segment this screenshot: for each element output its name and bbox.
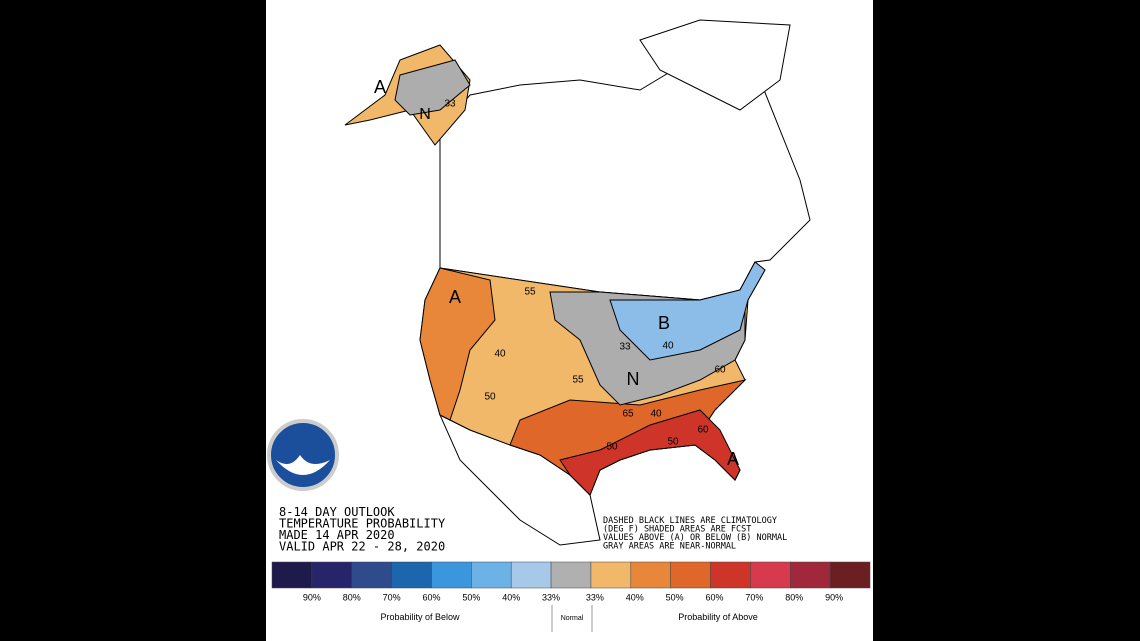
us-above-60 xyxy=(559,409,741,496)
legend-swatch xyxy=(790,561,831,589)
legend-swatch xyxy=(391,561,432,589)
map-label: B xyxy=(658,313,670,333)
map-label: 60 xyxy=(697,425,709,436)
outlook-line: TEMPERATURE PROBABILITY xyxy=(279,517,446,531)
map-label: 55 xyxy=(572,375,584,386)
legend-label: 60% xyxy=(706,592,724,602)
legend-swatch xyxy=(351,561,392,589)
legend-label: 33% xyxy=(586,592,604,602)
legend-swatch xyxy=(710,561,751,589)
legend-normal: Normal xyxy=(561,615,584,622)
legend-label: 90% xyxy=(825,592,843,602)
legend-swatch xyxy=(271,561,313,589)
legend-label: 50% xyxy=(462,592,480,602)
note-line: DASHED BLACK LINES ARE CLIMATOLOGY xyxy=(603,516,777,526)
legend-label: 70% xyxy=(383,592,401,602)
logo-gull xyxy=(276,455,330,475)
legend-swatch xyxy=(750,561,791,589)
map-label: 40 xyxy=(494,349,506,360)
legend-label: 40% xyxy=(502,592,520,602)
map-label: A xyxy=(449,287,461,307)
map-label: 33 xyxy=(619,342,631,353)
alaska-normal xyxy=(394,59,471,116)
legend-label: 50% xyxy=(666,592,684,602)
land xyxy=(344,19,811,546)
map-label: 40 xyxy=(662,341,674,352)
outlook-line: 8-14 DAY OUTLOOK xyxy=(279,505,395,519)
map-label: 40 xyxy=(650,409,662,420)
legend-label: 60% xyxy=(422,592,440,602)
legend-swatch xyxy=(311,561,352,589)
us-below xyxy=(609,261,766,361)
map-label: 50 xyxy=(484,392,496,403)
map-label: 55 xyxy=(524,287,536,298)
map-label: 65 xyxy=(622,409,634,420)
greenland xyxy=(639,19,791,111)
note-line: VALUES ABOVE (A) OR BELOW (B) NORMAL xyxy=(603,533,787,543)
outlook-line: MADE 14 APR 2020 xyxy=(279,528,395,542)
legend-label: 40% xyxy=(626,592,644,602)
legend-above: Probability of Above xyxy=(678,612,758,622)
legend-swatch xyxy=(590,561,632,589)
outlook-line: VALID APR 22 - 28, 2020 xyxy=(279,540,445,554)
legend-label: 80% xyxy=(343,592,361,602)
legend-swatch xyxy=(471,561,512,589)
us-above-40-west xyxy=(419,267,496,421)
legend-swatch xyxy=(510,561,552,589)
logo-ring xyxy=(267,419,339,491)
legend-label: 70% xyxy=(745,592,763,602)
legend-swatch xyxy=(630,561,671,589)
legend-label: 80% xyxy=(785,592,803,602)
map-label: N xyxy=(419,106,431,123)
map-label: 60 xyxy=(714,365,726,376)
note-line: GRAY AREAS ARE NEAR-NORMAL xyxy=(603,542,736,552)
noaa-logo xyxy=(267,419,339,491)
map-label: 50 xyxy=(606,442,618,453)
map-label: 50 xyxy=(667,437,679,448)
map-label: A xyxy=(727,449,739,469)
legend-swatch xyxy=(829,561,871,589)
map-label: 33 xyxy=(444,99,456,110)
legend-below: Probability of Below xyxy=(380,612,460,622)
legend-label: 33% xyxy=(542,592,560,602)
legend-swatch xyxy=(431,561,472,589)
map-label: N xyxy=(627,369,640,389)
map-label: A xyxy=(374,77,386,97)
legend-swatch xyxy=(670,561,711,589)
legend-swatch xyxy=(550,561,592,589)
legend-label: 90% xyxy=(303,592,321,602)
note-line: (DEG F) SHADED AREAS ARE FCST xyxy=(603,525,751,535)
